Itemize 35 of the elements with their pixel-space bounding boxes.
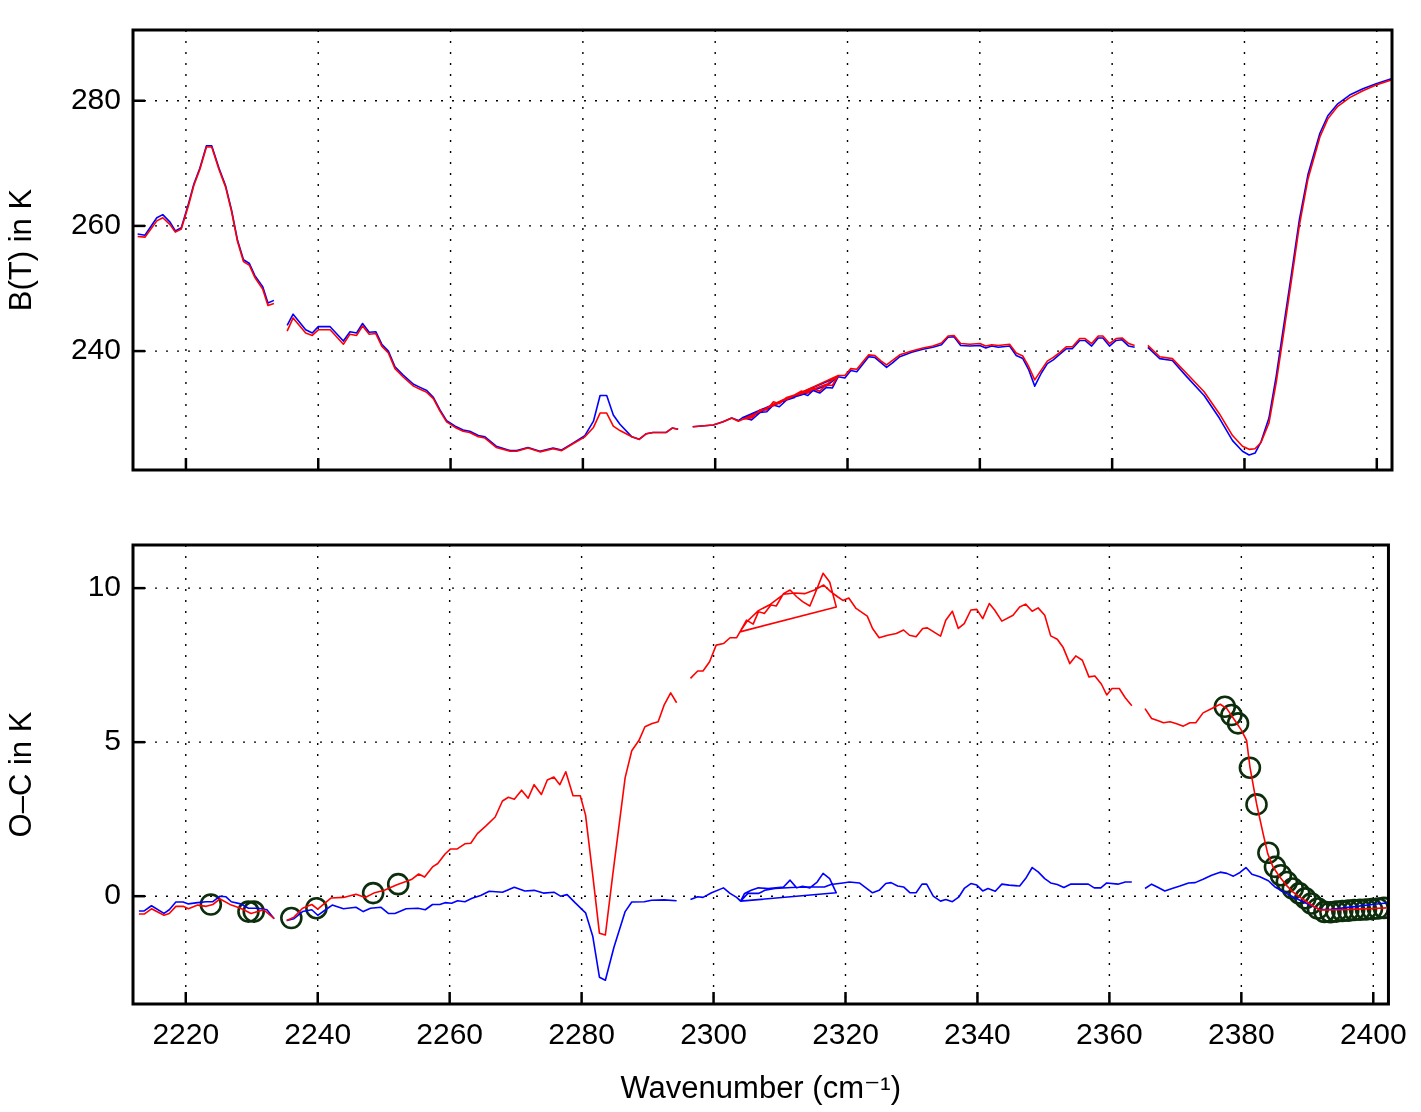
- y-tick-label: 260: [70, 207, 121, 241]
- point: [361, 881, 385, 905]
- x-tick-label: 2300: [680, 1017, 747, 1051]
- point: [1226, 712, 1250, 735]
- y-axis-title: O–C in K: [3, 711, 39, 838]
- x-tick-label: 2320: [812, 1017, 879, 1051]
- x-tick-label: 2240: [284, 1017, 352, 1051]
- point: [1269, 863, 1293, 887]
- point: [199, 893, 223, 916]
- point: [1299, 892, 1323, 915]
- x-tick-label: 2400: [1339, 1017, 1407, 1051]
- point: [1313, 900, 1336, 924]
- point: [1245, 793, 1268, 816]
- point: [1294, 887, 1317, 910]
- x-tick-label: 2220: [152, 1017, 220, 1051]
- x-tick-label: 2340: [944, 1017, 1011, 1051]
- x-tick-label: 2380: [1207, 1017, 1275, 1051]
- x-tick-label: 2360: [1076, 1017, 1143, 1051]
- y-tick-label: 0: [104, 877, 121, 911]
- y-tick-label: 10: [87, 569, 121, 603]
- y-tick-label: 240: [70, 332, 121, 366]
- point: [1306, 897, 1330, 920]
- point: [280, 906, 303, 930]
- x-tick-label: 2260: [416, 1017, 484, 1051]
- point: [1263, 855, 1287, 879]
- point: [386, 872, 410, 896]
- point: [1257, 841, 1280, 865]
- x-axis-title: Wavenumber (cm⁻¹): [620, 1069, 901, 1105]
- y-axis-title: B(T) in K: [3, 188, 39, 312]
- y-tick-label: 5: [104, 723, 121, 757]
- point: [1220, 703, 1243, 727]
- point: [1213, 695, 1237, 719]
- y-tick-label: 280: [70, 81, 121, 115]
- point: [1238, 756, 1262, 780]
- x-tick-label: 2280: [548, 1017, 615, 1051]
